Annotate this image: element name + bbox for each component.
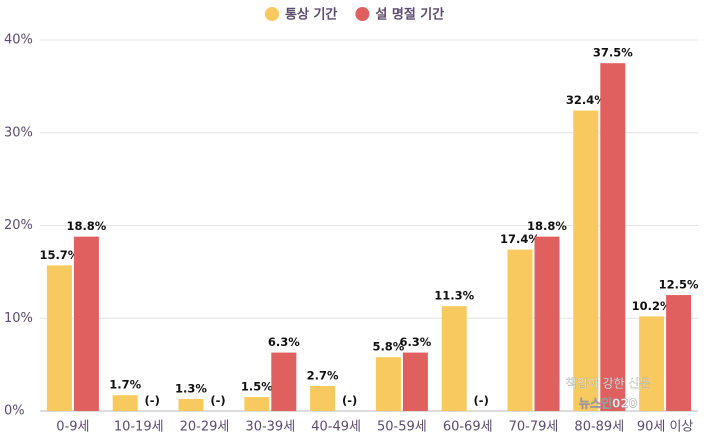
x-tick-label: 50-59세: [377, 420, 427, 435]
value-label: (-): [342, 394, 357, 408]
bar: [73, 236, 99, 411]
legend-label: 통상 기간: [285, 7, 337, 23]
value-label: (-): [145, 394, 160, 408]
bar: [441, 306, 467, 411]
value-label: 18.8%: [66, 219, 106, 233]
y-tick-label: 0%: [4, 404, 25, 419]
bar: [271, 352, 297, 411]
x-tick-label: 60-69세: [443, 420, 493, 435]
x-tick-label: 30-39세: [245, 420, 295, 435]
bar: [402, 352, 428, 411]
value-label: (-): [210, 394, 225, 408]
value-label: 6.3%: [268, 335, 300, 349]
value-label: 6.3%: [399, 335, 431, 349]
y-tick-label: 30%: [4, 125, 33, 140]
x-tick-label: 20-29세: [180, 420, 230, 435]
bar: [178, 398, 204, 411]
value-label: 15.7%: [39, 248, 79, 262]
value-label: 32.4%: [566, 93, 606, 107]
y-tick-label: 10%: [4, 311, 33, 326]
value-label: 17.4%: [500, 232, 540, 246]
bar: [46, 265, 72, 411]
value-label: 10.2%: [632, 299, 672, 313]
bar: [639, 316, 665, 411]
value-label: 2.7%: [307, 368, 339, 382]
value-label: 18.8%: [527, 219, 567, 233]
y-tick-label: 20%: [4, 218, 33, 233]
bar: [573, 110, 599, 412]
x-tick-label: 80-89세: [574, 420, 624, 435]
value-label: 37.5%: [593, 46, 633, 60]
x-tick-label: 90세 이상: [637, 420, 694, 435]
value-label: 12.5%: [659, 278, 699, 292]
watermark-logo: 뉴스인020: [579, 396, 637, 411]
value-label: 1.5%: [241, 380, 273, 394]
value-label: 5.8%: [372, 340, 404, 354]
legend-label: 설 명절 기간: [375, 7, 444, 23]
bar: [112, 395, 138, 411]
value-label: 1.3%: [175, 381, 207, 395]
legend-swatch: [355, 7, 370, 21]
watermark-tagline: 책임이 강한 신문: [566, 376, 651, 391]
bar: [600, 63, 626, 411]
value-label: (-): [474, 394, 489, 408]
x-tick-label: 10-19세: [114, 420, 164, 435]
bar: [375, 357, 401, 411]
x-tick-label: 70-79세: [509, 420, 559, 435]
bar: [666, 295, 692, 411]
bar: [534, 236, 560, 411]
x-tick-label: 40-49세: [311, 420, 361, 435]
x-tick-label: 0-9세: [56, 420, 89, 435]
y-tick-label: 40%: [4, 33, 33, 48]
value-label: 11.3%: [434, 289, 474, 303]
legend-swatch: [265, 7, 279, 21]
bar: [310, 385, 336, 411]
value-label: 1.7%: [109, 378, 141, 392]
bar: [507, 249, 533, 411]
bar: [244, 397, 270, 411]
